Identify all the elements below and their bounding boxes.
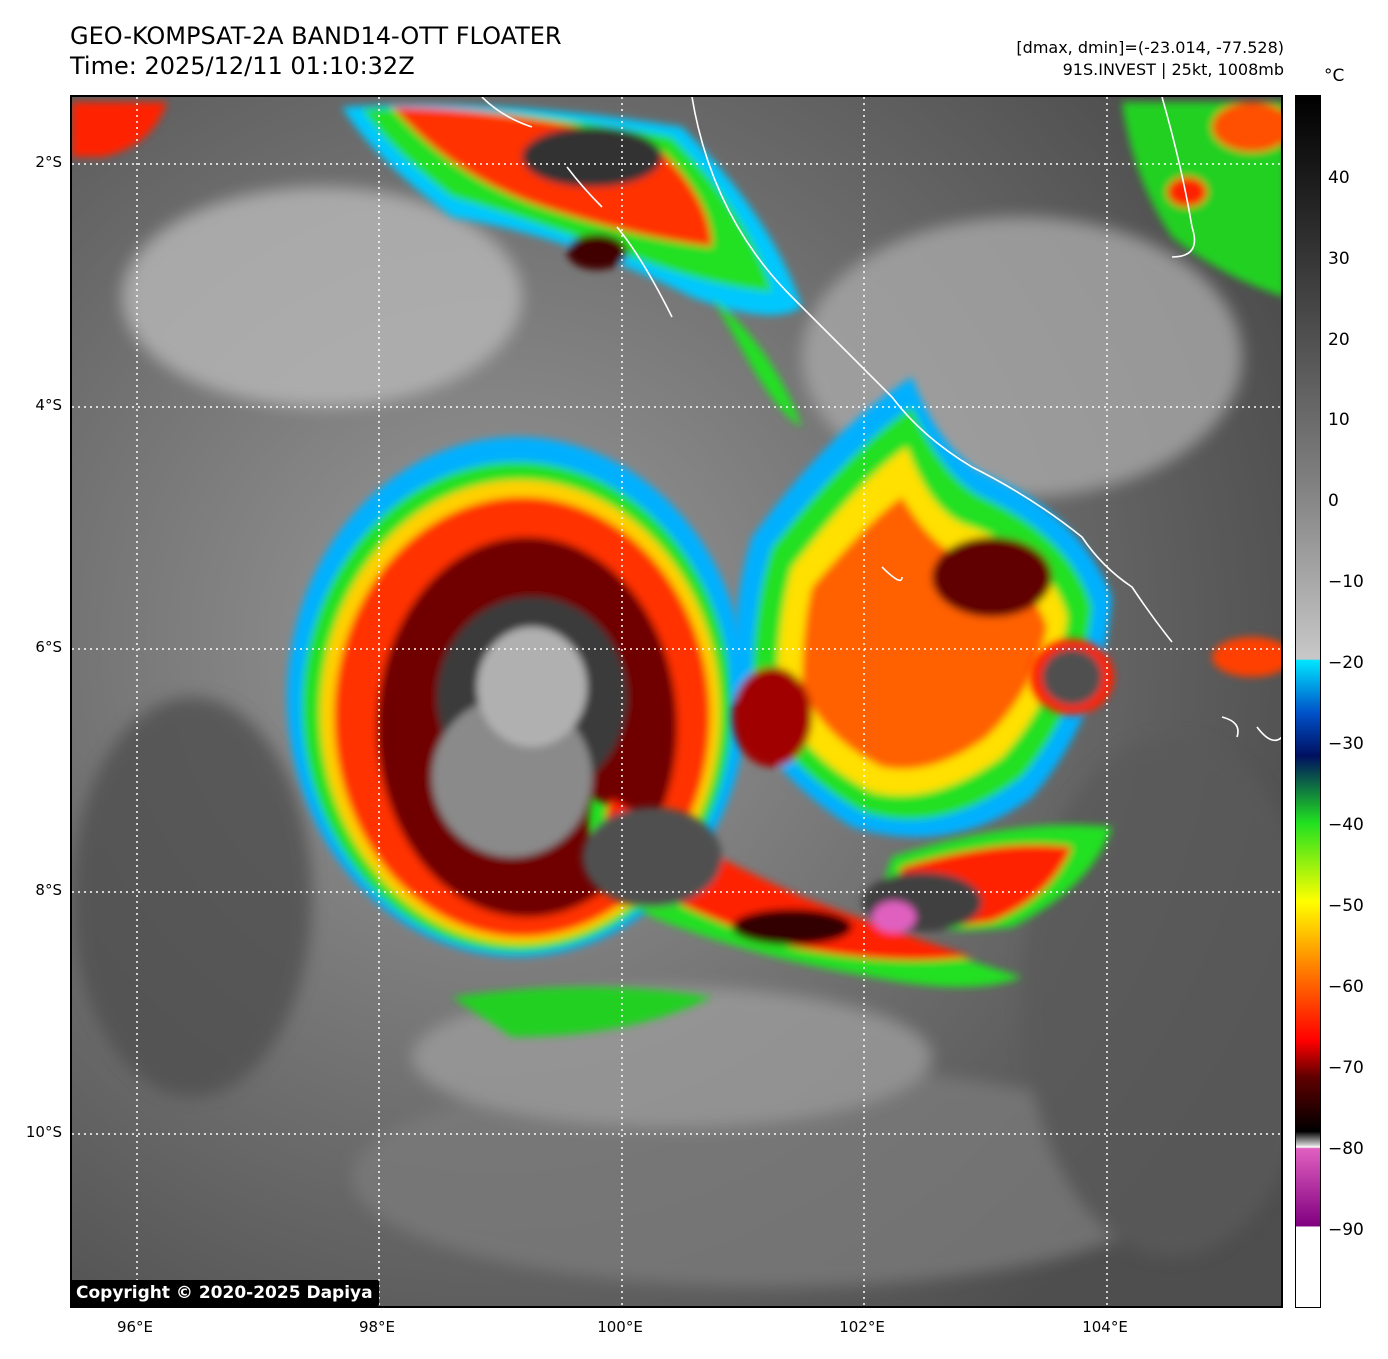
colorbar-tick: −60 (1328, 977, 1364, 997)
lat-label-8s: 8°S (35, 881, 62, 899)
lon-label-98e: 98°E (358, 1318, 396, 1336)
satellite-imagery-map (70, 95, 1283, 1308)
map-title: GEO-KOMPSAT-2A BAND14-OTT FLOATER (70, 22, 562, 50)
colorbar-tick: −40 (1328, 815, 1364, 835)
colorbar-tick: 20 (1328, 330, 1350, 350)
colorbar-tick: −90 (1328, 1220, 1364, 1240)
temperature-range-stats: [dmax, dmin]=(-23.014, -77.528) (1016, 38, 1284, 57)
colorbar-tick: −80 (1328, 1139, 1364, 1159)
colorbar-tick: 0 (1328, 491, 1339, 511)
colorbar-tick: −10 (1328, 572, 1364, 592)
temperature-colorbar (1295, 95, 1321, 1308)
colorbar-unit: °C (1324, 66, 1345, 86)
colorbar-tick: −50 (1328, 896, 1364, 916)
lon-label-100e: 100°E (597, 1318, 643, 1336)
lat-label-10s: 10°S (25, 1123, 62, 1141)
lon-label-102e: 102°E (839, 1318, 885, 1336)
colorbar-tick: −70 (1328, 1058, 1364, 1078)
copyright-notice: Copyright © 2020-2025 Dapiya (70, 1280, 379, 1306)
colorbar-tick: −30 (1328, 734, 1364, 754)
lon-label-104e: 104°E (1082, 1318, 1128, 1336)
lat-label-2s: 2°S (35, 153, 62, 171)
lat-label-4s: 4°S (35, 396, 62, 414)
lat-label-6s: 6°S (35, 638, 62, 656)
lon-label-96e: 96°E (116, 1318, 154, 1336)
map-timestamp: Time: 2025/12/11 01:10:32Z (70, 52, 415, 80)
storm-info: 91S.INVEST | 25kt, 1008mb (1062, 60, 1284, 79)
colorbar-tick: 40 (1328, 168, 1350, 188)
colorbar-tick: 10 (1328, 410, 1350, 430)
infrared-cloud-field (72, 97, 1281, 1306)
colorbar-tick: −20 (1328, 653, 1364, 673)
colorbar-tick: 30 (1328, 249, 1350, 269)
